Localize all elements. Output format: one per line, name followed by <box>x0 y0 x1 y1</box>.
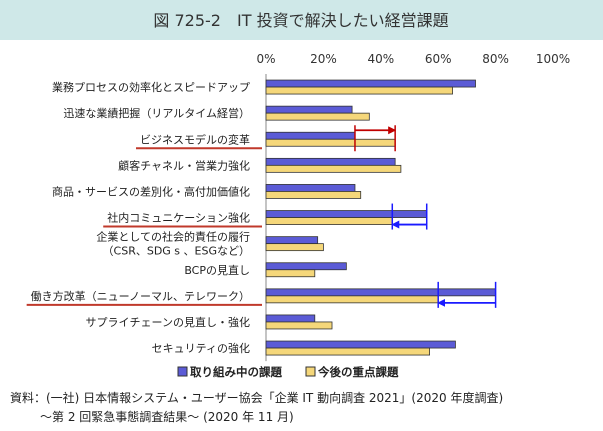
x-tick-label: 100% <box>536 52 570 66</box>
category-label: 社内コミュニケーション強化 <box>107 211 250 225</box>
category-label: 業務プロセスの効率化とスピードアップ <box>52 80 250 94</box>
bar-current <box>265 157 396 166</box>
legend-swatch-future <box>305 366 316 377</box>
legend-label-future: 今後の重点課題 <box>317 365 399 379</box>
bar-current <box>265 79 476 88</box>
category-label: 顧客チャネル・営業力強化 <box>118 158 250 172</box>
legend-swatch-current <box>177 366 188 377</box>
x-tick-label: 80% <box>482 52 509 66</box>
bar-current <box>265 184 356 192</box>
bar-future <box>265 243 324 252</box>
bar-future <box>265 217 393 225</box>
bar-future <box>265 347 430 356</box>
bar-future <box>265 321 333 330</box>
bar-current <box>265 131 356 140</box>
bar-future <box>265 138 396 147</box>
x-tick-label: 0% <box>256 52 275 66</box>
title-background <box>0 0 603 40</box>
bar-current <box>265 210 428 218</box>
category-label: サプライチェーンの見直し・強化 <box>86 315 250 329</box>
category-label: 商品・サービスの差別化・高付加価値化 <box>52 184 250 198</box>
bar-future <box>265 164 402 173</box>
bar-current <box>265 288 497 297</box>
bar-future <box>265 86 453 95</box>
bar-future <box>265 191 362 199</box>
bar-current <box>265 236 319 245</box>
legend: 取り組み中の課題 今後の重点課題 <box>177 365 399 379</box>
legend-label-current: 取り組み中の課題 <box>190 365 282 379</box>
bar-future <box>265 269 316 278</box>
source-line-1: 資料：(一社) 日本情報システム・ユーザー協会「企業 IT 動向調査 2021」… <box>10 390 503 405</box>
category-label: ビジネスモデルの変革 <box>140 132 250 146</box>
source-line-2: ～第 2 回緊急事態調査結果～ (2020 年 11 月) <box>40 409 294 424</box>
chart-title: 図 725-2 IT 投資で解決したい経営課題 <box>153 11 448 30</box>
bar-current <box>265 262 347 271</box>
bar-current <box>265 340 456 349</box>
bar-future <box>265 112 370 121</box>
category-label: 迅速な業績把握（リアルタイム経営） <box>63 106 250 120</box>
x-tick-label: 20% <box>310 52 337 66</box>
bar-current <box>265 105 353 114</box>
bar-current <box>265 314 316 323</box>
category-label: 企業としての社会的責任の履行 <box>96 230 250 244</box>
category-label: （CSR、SDG s 、ESGなど） <box>103 245 250 258</box>
x-tick-label: 60% <box>425 52 452 66</box>
category-label: 働き方改革（ニューノーマル、テレワーク） <box>31 289 250 303</box>
category-label: セキュリティの強化 <box>152 341 250 355</box>
category-label: BCPの見直し <box>184 263 250 277</box>
x-tick-label: 40% <box>367 52 394 66</box>
bar-future <box>265 295 439 304</box>
